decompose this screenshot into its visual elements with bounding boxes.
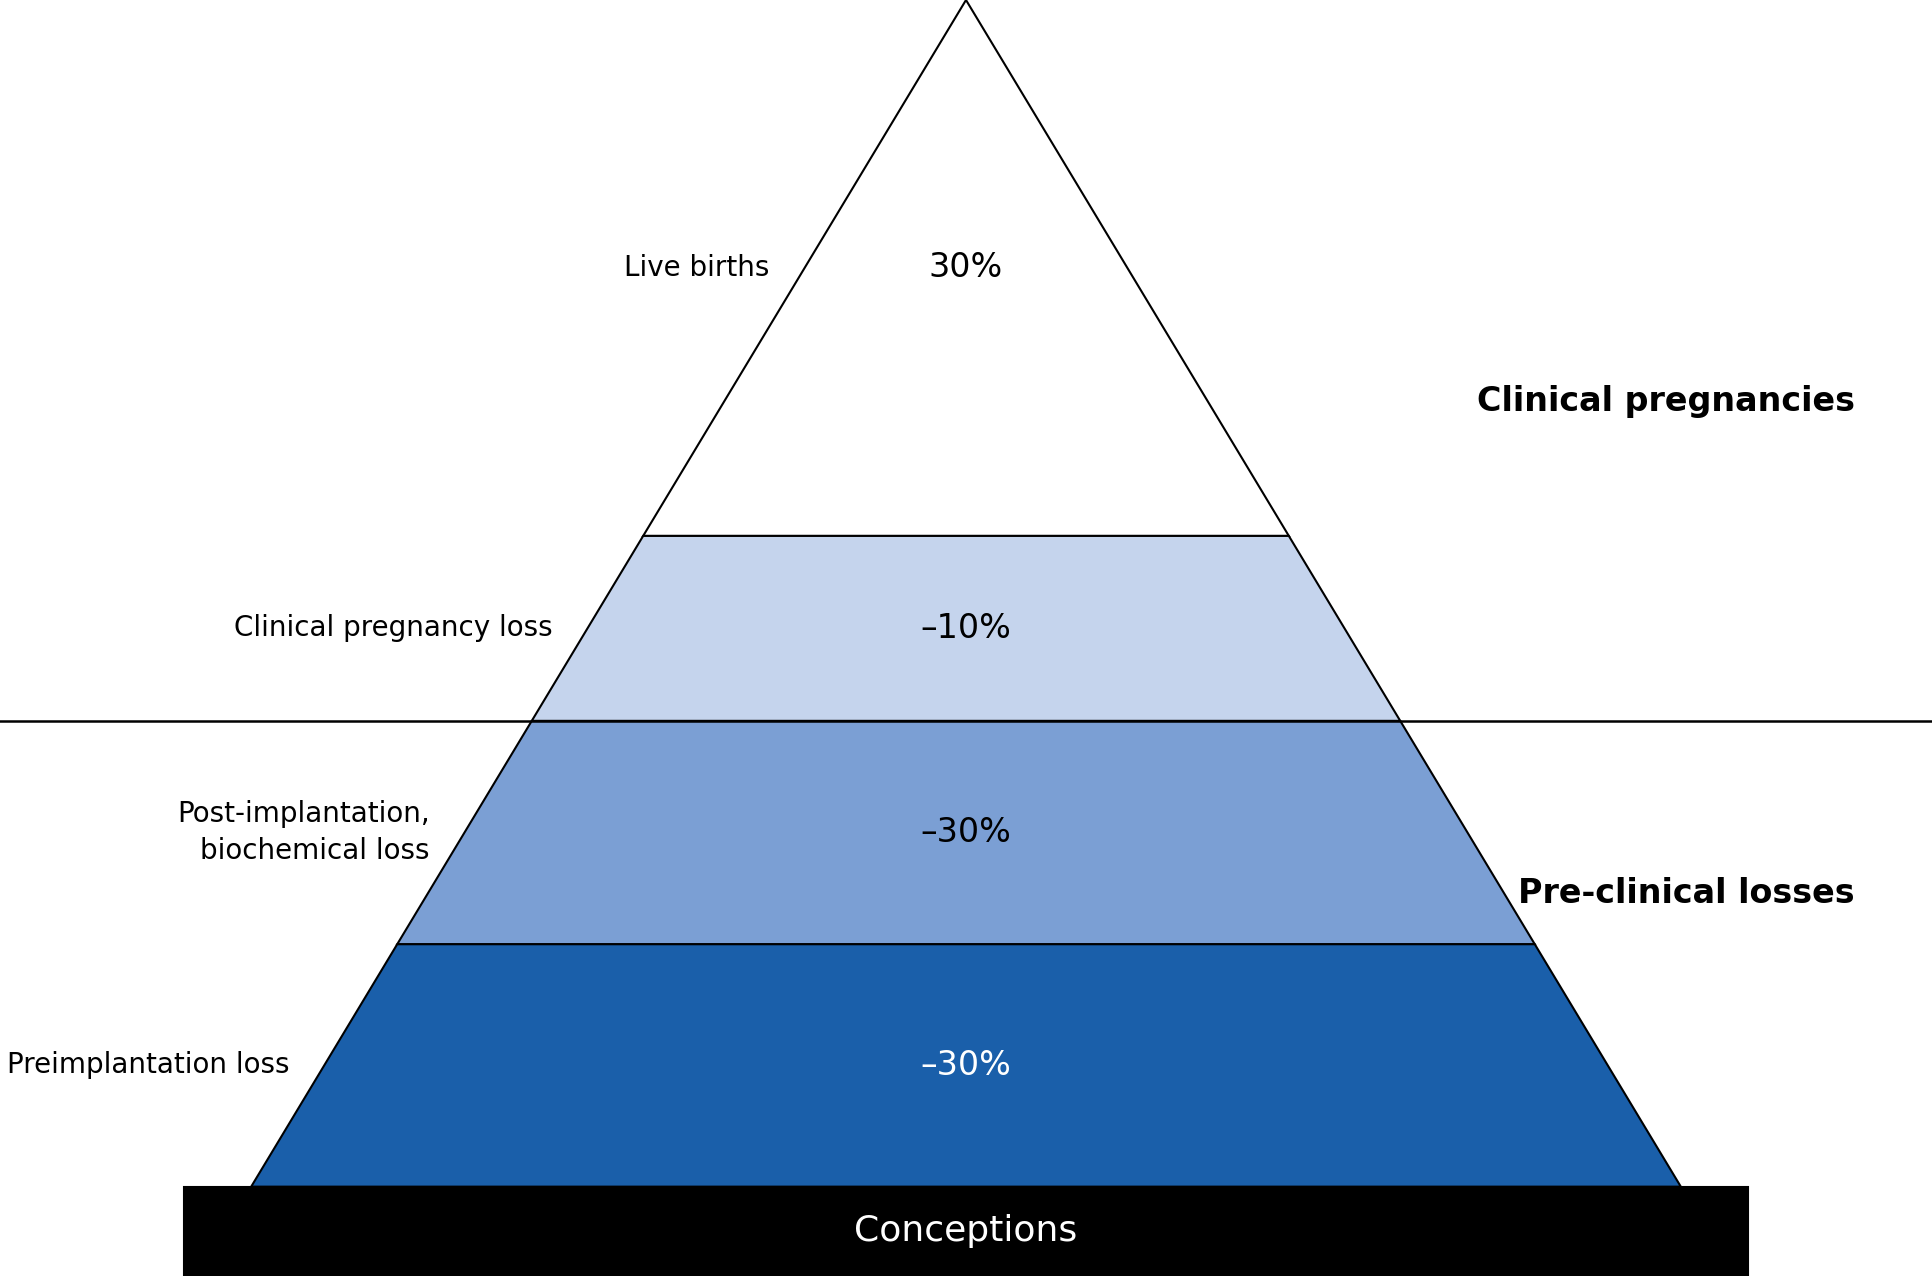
Polygon shape bbox=[251, 944, 1681, 1187]
Text: 30%: 30% bbox=[929, 251, 1003, 285]
Text: –30%: –30% bbox=[920, 1049, 1012, 1082]
Text: Pre-clinical losses: Pre-clinical losses bbox=[1519, 877, 1855, 910]
Polygon shape bbox=[184, 1187, 1748, 1276]
Text: –10%: –10% bbox=[920, 612, 1012, 644]
Polygon shape bbox=[398, 721, 1534, 944]
Text: Clinical pregnancies: Clinical pregnancies bbox=[1476, 385, 1855, 419]
Polygon shape bbox=[531, 536, 1401, 721]
Text: Post-implantation,
biochemical loss: Post-implantation, biochemical loss bbox=[178, 800, 429, 865]
Text: Live births: Live births bbox=[624, 254, 769, 282]
Text: Clinical pregnancy loss: Clinical pregnancy loss bbox=[234, 615, 553, 642]
Text: Preimplantation loss: Preimplantation loss bbox=[8, 1051, 290, 1079]
Polygon shape bbox=[643, 0, 1289, 536]
Text: –30%: –30% bbox=[920, 817, 1012, 849]
Text: Conceptions: Conceptions bbox=[854, 1215, 1078, 1248]
